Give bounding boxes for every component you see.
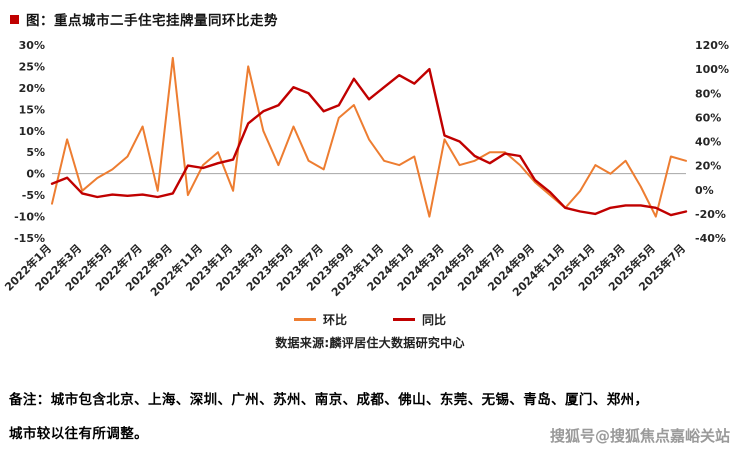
left-axis-tick-label: -15%: [14, 232, 45, 245]
left-axis-tick-label: 10%: [19, 125, 45, 138]
legend-label: 环比: [322, 313, 347, 327]
footnote-line-2: 城市较以往有所调整。: [9, 426, 148, 442]
left-axis-tick-label: -5%: [22, 189, 45, 202]
chart-legend: 环比 同比: [0, 311, 740, 328]
legend-label: 同比: [422, 313, 447, 327]
legend-item: 同比: [393, 311, 446, 328]
x-axis-tick-label: 2024年11月: [509, 241, 567, 299]
left-axis-tick-label: 25%: [19, 60, 45, 73]
right-axis-tick-label: -40%: [695, 232, 726, 245]
right-axis-tick-label: 100%: [695, 63, 729, 76]
legend-swatch: [293, 318, 316, 321]
legend-item: 环比: [293, 311, 347, 328]
x-axis-tick-label: 2023年11月: [328, 241, 386, 299]
series-line-right: [50, 67, 688, 217]
series-line-left: [51, 56, 687, 218]
left-axis-tick-label: 30%: [19, 39, 45, 52]
legend-swatch: [393, 318, 415, 321]
right-axis-tick-label: 60%: [695, 111, 721, 124]
trend-line-chart: 30% 25% 20% 15% 10% 5% 0% -5% -10% -15% 120% 100% 80…: [2, 39, 729, 299]
right-axis-tick-label: 40%: [695, 136, 721, 149]
chart-title: 图：重点城市二手住宅挂牌量同环比走势: [26, 13, 278, 29]
watermark-text: 搜狐号@搜狐焦点嘉峪关站: [549, 427, 730, 445]
left-axis-tick-label: 20%: [19, 82, 45, 95]
footnote-line-1: 备注：城市包含北京、上海、深圳、广州、苏州、南京、成都、佛山、东莞、无锡、青岛、…: [9, 392, 649, 408]
left-axis-tick-label: 0%: [26, 168, 45, 181]
left-axis-tick-label: 5%: [26, 146, 45, 159]
right-axis-tick-label: 20%: [695, 160, 721, 173]
right-axis-tick-label: -20%: [695, 208, 726, 221]
title-bullet-icon: [10, 14, 19, 24]
right-axis-tick-label: 120%: [695, 39, 729, 52]
left-axis-tick-label: -10%: [14, 211, 45, 224]
chart-title-row: 图：重点城市二手住宅挂牌量同环比走势: [10, 9, 278, 29]
right-axis-tick-label: 0%: [695, 184, 714, 197]
left-axis-tick-label: 15%: [19, 103, 45, 116]
right-axis-tick-label: 80%: [695, 87, 721, 100]
data-source-label: 数据来源:麟评居住大数据研究中心: [275, 336, 465, 350]
footnote: 备注：城市包含北京、上海、深圳、广州、苏州、南京、成都、佛山、东莞、无锡、青岛、…: [9, 388, 648, 454]
